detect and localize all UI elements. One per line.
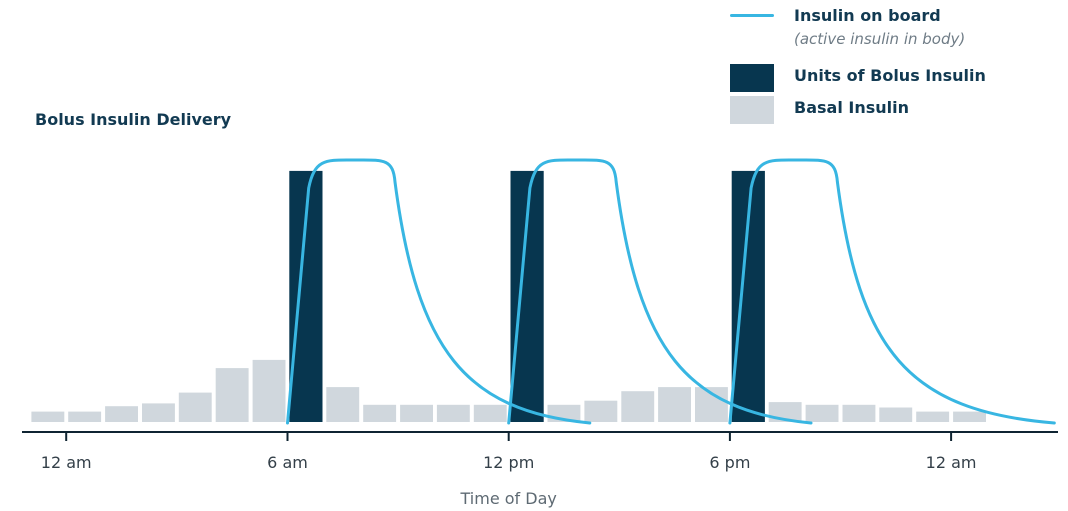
legend-item-basal: Basal Insulin xyxy=(730,96,1060,124)
basal-bar xyxy=(178,392,212,422)
basal-bar xyxy=(436,404,470,422)
basal-bar xyxy=(31,411,65,422)
legend-item-bolus: Units of Bolus Insulin xyxy=(730,64,1060,92)
x-tick-label: 12 am xyxy=(41,453,92,472)
basal-bar xyxy=(953,411,986,422)
legend-swatch-line xyxy=(730,14,774,17)
insulin-on-board-lines xyxy=(286,158,1056,425)
x-axis-title: Time of Day xyxy=(460,489,557,508)
legend-label-bolus: Units of Bolus Insulin xyxy=(794,66,986,85)
x-tick-label: 12 pm xyxy=(483,453,534,472)
legend-sublabel-insulin-on-board: (active insulin in body) xyxy=(794,30,966,48)
legend-swatch-bolus xyxy=(730,64,774,92)
x-axis-ticks: 12 am 6 am 12 pm 6 pm 12 am xyxy=(41,432,977,472)
chart-title: Bolus Insulin Delivery xyxy=(35,110,232,129)
x-tick-label: 6 pm xyxy=(709,453,750,472)
insulin-on-board-line xyxy=(286,158,592,425)
basal-bar xyxy=(400,404,433,422)
x-tick-label: 12 am xyxy=(926,453,977,472)
legend-item-insulin-on-board: Insulin on board (active insulin in body… xyxy=(730,4,1060,50)
basal-bar xyxy=(805,404,839,422)
basal-bar xyxy=(658,387,691,422)
basal-bar xyxy=(584,400,618,422)
legend-swatch-basal xyxy=(730,96,774,124)
basal-bar xyxy=(842,404,876,422)
basal-bar xyxy=(363,404,397,422)
basal-bar xyxy=(621,391,655,422)
insulin-on-board-line xyxy=(728,158,1056,425)
basal-bar xyxy=(252,359,286,422)
basal-bar xyxy=(68,411,102,422)
basal-bar xyxy=(215,368,249,422)
basal-bar xyxy=(326,387,360,422)
basal-bar xyxy=(916,411,950,422)
basal-bars xyxy=(31,359,986,422)
legend-label-basal: Basal Insulin xyxy=(794,98,909,117)
x-tick-label: 6 am xyxy=(267,453,308,472)
insulin-on-board-line xyxy=(507,158,813,425)
basal-bar xyxy=(142,403,175,422)
basal-bar xyxy=(473,404,507,422)
basal-bar xyxy=(105,406,138,422)
legend: Insulin on board (active insulin in body… xyxy=(730,4,1060,128)
legend-label-insulin-on-board: Insulin on board xyxy=(794,6,941,25)
basal-bar xyxy=(879,407,913,422)
